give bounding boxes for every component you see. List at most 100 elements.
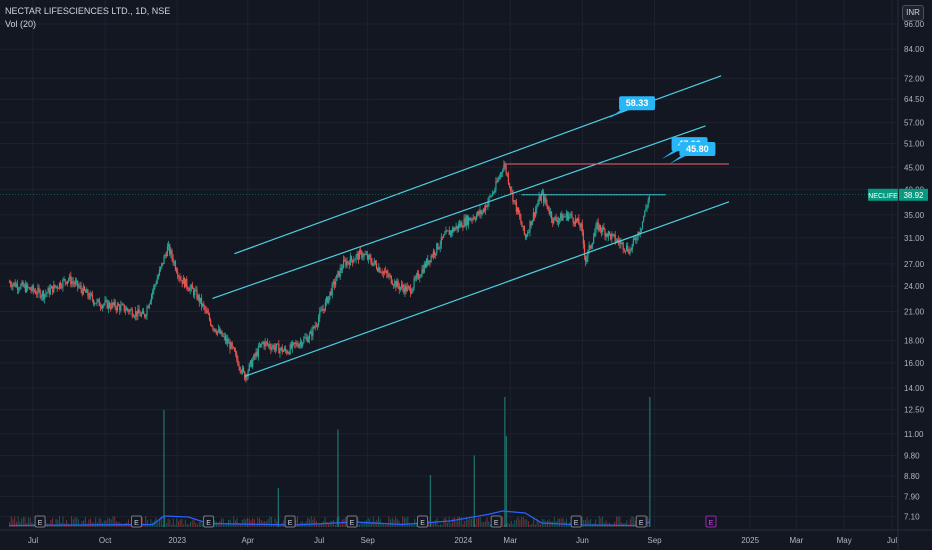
candle-body bbox=[622, 242, 624, 250]
candle-body bbox=[314, 325, 316, 328]
volume-bar bbox=[388, 516, 390, 527]
candle-body bbox=[185, 279, 187, 288]
candle-body bbox=[424, 263, 427, 267]
volume-bar bbox=[12, 519, 14, 527]
volume-bar bbox=[95, 517, 97, 527]
volume-bar bbox=[522, 517, 524, 527]
candle-body bbox=[105, 300, 107, 302]
candle-body bbox=[294, 342, 296, 344]
candle-body bbox=[78, 286, 80, 288]
volume-bar bbox=[362, 523, 364, 527]
candle-body bbox=[224, 335, 227, 342]
candle-body bbox=[477, 211, 479, 215]
price-tag-symbol: NECLIFE bbox=[868, 193, 898, 200]
volume-bar bbox=[550, 521, 552, 527]
candle-body bbox=[169, 244, 171, 255]
candle-body bbox=[150, 294, 153, 301]
candle-body bbox=[515, 201, 517, 212]
volume-bar bbox=[141, 517, 143, 527]
currency-button[interactable]: INR bbox=[902, 5, 924, 21]
candle-body bbox=[364, 254, 366, 255]
candle-body bbox=[373, 260, 375, 264]
last-price-tag: NECLIFE 38.92 bbox=[868, 188, 928, 201]
candle-body bbox=[507, 174, 509, 184]
volume-bar bbox=[484, 521, 486, 527]
candle-body bbox=[618, 239, 620, 242]
y-tick-label: 16.00 bbox=[904, 359, 925, 368]
candle-body bbox=[381, 272, 383, 274]
candle-body bbox=[599, 224, 602, 231]
candle-body bbox=[297, 345, 299, 348]
candle-body bbox=[233, 347, 236, 352]
candle-body bbox=[377, 268, 379, 272]
volume-bar bbox=[77, 519, 79, 527]
candle-body bbox=[387, 273, 389, 277]
candle-body bbox=[329, 291, 331, 296]
candle-body bbox=[495, 181, 497, 191]
candle-body bbox=[379, 267, 381, 273]
x-tick-label: Apr bbox=[242, 536, 255, 545]
candle-body bbox=[519, 213, 521, 218]
candle-body bbox=[431, 255, 433, 257]
candle-body bbox=[52, 286, 54, 293]
candle-body bbox=[274, 347, 277, 351]
candle-body bbox=[311, 331, 313, 337]
candle-body bbox=[85, 290, 87, 293]
symbol-title: NECTAR LIFESCIENCES LTD., 1D, NSE bbox=[5, 6, 171, 16]
candle-body bbox=[258, 346, 261, 347]
candle-body bbox=[404, 285, 406, 293]
time-axis[interactable]: Jul Oct 2023 Apr Jul Sep 2024 Mar Jun Sep 2025 Mar M… bbox=[28, 536, 897, 545]
candle-body bbox=[14, 282, 16, 287]
candle-body bbox=[166, 246, 169, 257]
x-tick-label: 2023 bbox=[168, 536, 186, 545]
candle-body bbox=[349, 256, 352, 266]
candle-body bbox=[24, 284, 26, 292]
candle-body bbox=[136, 311, 138, 317]
candle-body bbox=[496, 181, 498, 183]
candle-body bbox=[252, 359, 254, 367]
candle-body bbox=[154, 284, 156, 286]
candle-body bbox=[469, 217, 471, 221]
candle-body bbox=[645, 208, 647, 211]
candle-body bbox=[188, 289, 190, 291]
candle-body bbox=[77, 280, 79, 287]
candle-body bbox=[456, 225, 458, 229]
candle-body bbox=[525, 235, 528, 238]
volume-bar bbox=[565, 518, 567, 527]
price-axis[interactable]: 96.0084.0072.0064.5057.0051.0045.0040.00… bbox=[904, 20, 925, 522]
candle-body bbox=[102, 305, 104, 309]
grid-lines bbox=[0, 0, 898, 530]
candle-body bbox=[164, 254, 166, 257]
volume-bar bbox=[105, 520, 107, 527]
candle-body bbox=[277, 343, 279, 345]
volume-bar bbox=[515, 519, 517, 527]
candle-body bbox=[332, 281, 334, 284]
candle-body bbox=[124, 310, 127, 312]
candle-body bbox=[508, 183, 511, 188]
candle-body bbox=[103, 304, 105, 306]
candle-body bbox=[594, 232, 596, 238]
candle-body bbox=[383, 271, 386, 273]
candle-body bbox=[629, 249, 631, 254]
volume-indicator-label[interactable]: Vol (20) bbox=[5, 19, 37, 29]
candle-body bbox=[418, 273, 420, 279]
candle-body bbox=[283, 348, 286, 351]
candle-body bbox=[71, 281, 73, 285]
candle-body bbox=[310, 331, 312, 334]
candle-body bbox=[391, 283, 394, 285]
candle-body bbox=[446, 230, 448, 232]
candle-body bbox=[640, 228, 642, 232]
volume-bar bbox=[202, 523, 204, 527]
volume-spike bbox=[505, 436, 508, 527]
volume-bar bbox=[29, 517, 31, 527]
candle-body bbox=[306, 336, 308, 343]
candle-body bbox=[460, 222, 462, 227]
volume-bar bbox=[181, 519, 183, 527]
candle-body bbox=[302, 342, 304, 346]
candle-body bbox=[468, 217, 470, 225]
volume-bar bbox=[240, 524, 242, 527]
volume-bar bbox=[412, 524, 414, 527]
volume-bar bbox=[596, 524, 598, 527]
